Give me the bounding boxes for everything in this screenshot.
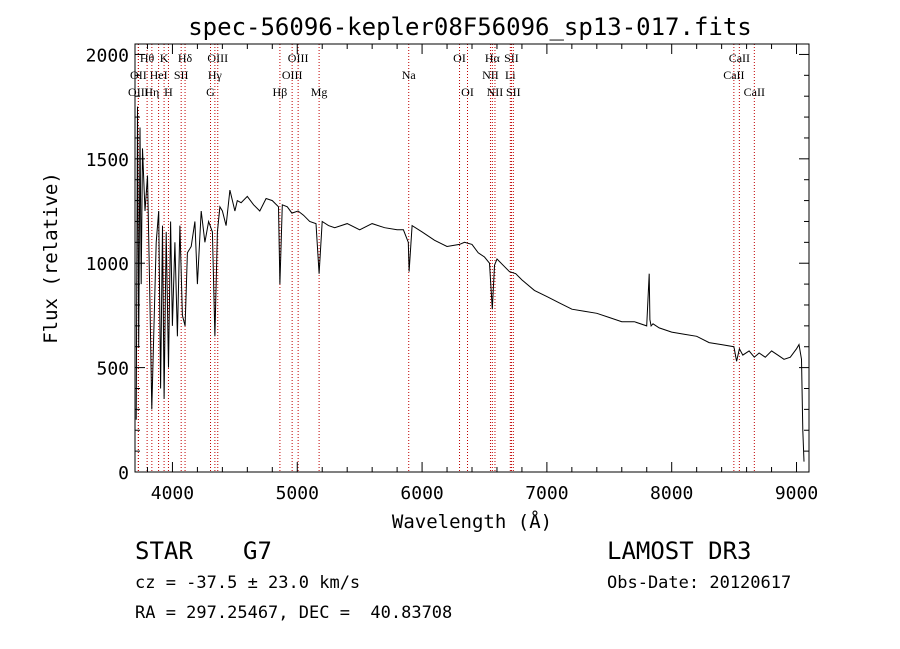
x-tick-label: 7000 [525, 483, 568, 504]
line-marker-label: Hθ [140, 51, 155, 65]
line-marker-label: Hγ [208, 68, 223, 82]
line-marker-label: HeI [150, 68, 168, 82]
line-marker-label: SII [504, 51, 519, 65]
line-marker-label: Hβ [273, 85, 288, 99]
obs-date-text: Obs-Date: 20120617 [607, 573, 792, 593]
axis-ticks: 4000 5000 6000 7000 8000 9000 0 500 1000 1500 2000 [86, 44, 818, 504]
line-marker-label: Hδ [178, 51, 193, 65]
coordinates-text: RA = 297.25467, DEC = 40.83708 [135, 603, 453, 623]
line-marker-label: K [160, 51, 169, 65]
line-marker-label: CaII [744, 85, 765, 99]
line-marker-label: CaII [723, 68, 744, 82]
x-tick-label: 6000 [400, 483, 443, 504]
line-marker-label: Li [505, 68, 516, 82]
line-marker-label: CaII [729, 51, 750, 65]
x-tick-label: 4000 [151, 483, 194, 504]
line-marker-label: SII [506, 85, 521, 99]
line-marker-label: Na [402, 68, 417, 82]
line-marker-label: OIII [282, 68, 303, 82]
line-marker-label: SII [174, 68, 189, 82]
x-tick-label: 8000 [650, 483, 693, 504]
object-subclass: G7 [243, 537, 272, 565]
y-tick-label: 500 [96, 359, 129, 380]
spectrum-line [135, 106, 805, 462]
x-tick-label: 9000 [775, 483, 818, 504]
object-type: STAR [135, 537, 193, 565]
line-marker-label: H [164, 85, 173, 99]
line-marker-label: Hα [485, 51, 501, 65]
y-tick-label: 1000 [86, 254, 129, 275]
redshift-text: cz = -37.5 ± 23.0 km/s [135, 573, 361, 593]
plot-frame [134, 43, 810, 473]
line-marker-label: OIII [207, 51, 228, 65]
line-marker-label: NII [482, 68, 499, 82]
line-marker-label: Mg [311, 85, 328, 99]
y-tick-label: 0 [118, 463, 129, 484]
line-marker-label: OIII [288, 51, 309, 65]
x-tick-label: 5000 [276, 483, 319, 504]
y-tick-label: 1500 [86, 150, 129, 171]
x-axis-label: Wavelength (Å) [392, 510, 552, 533]
line-marker-label: OI [461, 85, 474, 99]
chart-title: spec-56096-kepler08F56096_sp13-017.fits [188, 13, 752, 41]
line-marker-label: Hη [144, 85, 159, 99]
y-tick-label: 2000 [86, 45, 129, 66]
line-marker-label: G [206, 85, 215, 99]
line-marker-label: OI [453, 51, 466, 65]
line-marker-label: NII [487, 85, 504, 99]
line-marker-label: OIII [128, 85, 149, 99]
y-axis-label: Flux (relative) [40, 172, 62, 344]
survey-name: LAMOST DR3 [607, 537, 752, 565]
